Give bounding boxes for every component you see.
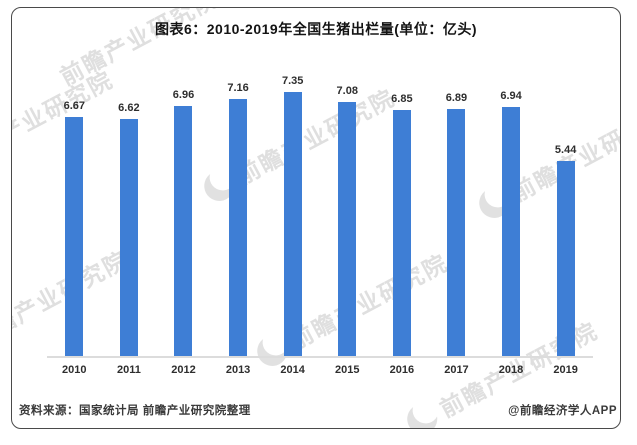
bar <box>556 161 575 357</box>
bar-column-2014: 7.35 <box>265 50 320 357</box>
bar-column-2016: 6.85 <box>375 50 430 357</box>
x-axis-tick-label: 2016 <box>389 364 415 376</box>
bar-value-label: 6.96 <box>172 89 195 102</box>
x-axis-tick-label: 2018 <box>498 364 524 376</box>
bar-column-2011: 6.62 <box>102 50 157 357</box>
bar-value-label: 6.62 <box>118 101 140 114</box>
bar-column-2019: 5.44 <box>538 50 593 357</box>
x-axis-tick-label: 2012 <box>171 364 196 376</box>
bar <box>229 99 248 357</box>
bar <box>119 118 138 357</box>
bar-value-label: 7.08 <box>336 85 358 98</box>
bar-column-2015: 7.08 <box>320 50 375 357</box>
x-axis-tick-label: 2019 <box>553 364 578 376</box>
bar-value-label: 6.85 <box>391 93 413 106</box>
chart-title: 图表6：2010-2019年全国生猪出栏量(单位：亿头) <box>154 21 478 37</box>
app-credit: @前瞻经济学人APP <box>508 405 617 417</box>
bar <box>502 107 521 357</box>
bar-value-label: 6.94 <box>500 90 522 103</box>
bar-column-2018: 6.94 <box>484 50 539 357</box>
x-axis-tick-label: 2011 <box>116 364 141 376</box>
x-axis-tick-label: 2017 <box>444 364 469 376</box>
bar <box>174 106 193 357</box>
bar-value-label: 7.35 <box>281 75 304 88</box>
bar-chart-plot-area: 6.67 6.62 6.96 7.16 7.35 7.08 6.85 6.89 6.94 5.44 <box>47 50 593 357</box>
x-axis-tick-label: 2013 <box>225 364 251 376</box>
bar <box>338 102 357 357</box>
bar-value-label: 5.44 <box>554 144 577 157</box>
source-note: 资料来源：国家统计局 前瞻产业研究院整理 <box>19 405 251 417</box>
bar <box>447 108 466 357</box>
bar <box>392 110 411 357</box>
bar-value-label: 7.16 <box>227 82 249 95</box>
bar <box>283 92 302 357</box>
bar-value-label: 6.89 <box>445 91 468 104</box>
x-axis-tick-label: 2010 <box>62 364 87 376</box>
bar-value-label: 6.67 <box>63 99 86 112</box>
bar-column-2012: 6.96 <box>156 50 211 357</box>
bar-column-2013: 7.16 <box>211 50 266 357</box>
chart-card: 前瞻产业研究院 前瞻产业研究院 前瞻产业研究院 前瞻产业研究院 前瞻产业研究院 前瞻产业研… <box>11 7 621 429</box>
qianzhan-logo-icon <box>401 398 443 428</box>
x-axis-line <box>47 356 593 358</box>
x-axis-tick-label: 2015 <box>335 364 360 376</box>
x-axis-tick-label: 2014 <box>280 364 305 376</box>
bar-column-2010: 6.67 <box>47 50 102 357</box>
bar-column-2017: 6.89 <box>429 50 484 357</box>
bar <box>65 116 84 357</box>
x-axis-labels: 2010 2011 2012 2013 2014 2015 2016 2017 2018 2019 <box>47 364 593 376</box>
